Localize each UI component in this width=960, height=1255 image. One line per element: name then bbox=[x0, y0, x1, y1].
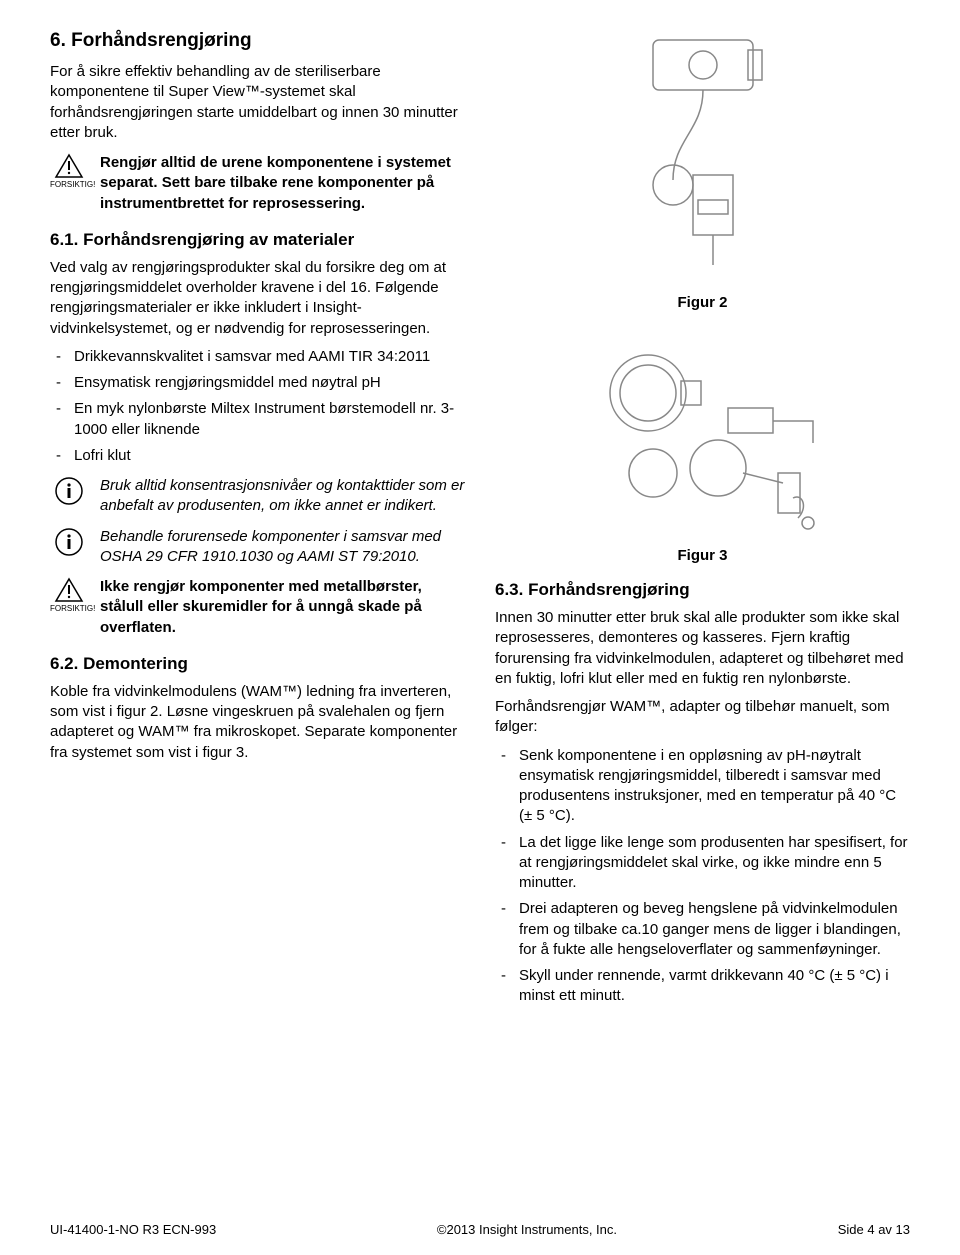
footer-right: Side 4 av 13 bbox=[838, 1222, 910, 1237]
section-6-3-bullets: Senk komponentene i en oppløsning av pH-… bbox=[495, 746, 910, 1007]
list-item: Lofri klut bbox=[74, 446, 465, 466]
device-exploded-icon bbox=[553, 323, 853, 543]
left-column: 6. Forhåndsrengjøring For å sikre effekt… bbox=[50, 30, 465, 1017]
caution-1-text: Rengjør alltid de urene komponentene i s… bbox=[100, 153, 465, 214]
section-6-1-bullets: Drikkevannskvalitet i samsvar med AAMI T… bbox=[50, 347, 465, 466]
right-column: Figur 2 Figur 3 6.3. Forh bbox=[495, 30, 910, 1017]
footer-center: ©2013 Insight Instruments, Inc. bbox=[437, 1222, 617, 1237]
device-illustration-icon bbox=[553, 30, 853, 290]
info-block-2: Behandle forurensede komponenter i samsv… bbox=[50, 527, 465, 568]
caution-2-text: Ikke rengjør komponenter med metallbørst… bbox=[100, 577, 465, 638]
page-footer: UI-41400-1-NO R3 ECN-993 ©2013 Insight I… bbox=[50, 1222, 910, 1237]
figure-2-caption: Figur 2 bbox=[495, 294, 910, 311]
info-1-text: Bruk alltid konsentrasjonsnivåer og kont… bbox=[100, 476, 465, 517]
list-item: Drikkevannskvalitet i samsvar med AAMI T… bbox=[74, 347, 465, 367]
info-icon bbox=[50, 527, 88, 557]
figure-3-caption: Figur 3 bbox=[495, 547, 910, 564]
figure-2-image bbox=[495, 30, 910, 290]
list-item: Skyll under rennende, varmt drikkevann 4… bbox=[519, 966, 910, 1007]
section-number: 6. bbox=[50, 30, 66, 51]
section-6-1-p1: Ved valg av rengjøringsprodukter skal du… bbox=[50, 258, 465, 339]
list-item: Ensymatisk rengjøringsmiddel med nøytral… bbox=[74, 373, 465, 393]
section-6-intro: For å sikre effektiv behandling av de st… bbox=[50, 62, 465, 143]
list-item: La det ligge like lenge som produsenten … bbox=[519, 833, 910, 894]
section-6-3-p1: Innen 30 minutter etter bruk skal alle p… bbox=[495, 608, 910, 689]
info-icon bbox=[50, 476, 88, 506]
footer-left: UI-41400-1-NO R3 ECN-993 bbox=[50, 1222, 216, 1237]
figure-3-image bbox=[495, 323, 910, 543]
section-6-1-heading: 6.1. Forhåndsrengjøring av materialer bbox=[50, 230, 465, 250]
list-item: Drei adapteren og beveg hengslene på vid… bbox=[519, 899, 910, 960]
caution-label: FORSIKTIG! bbox=[50, 180, 88, 189]
caution-block-2: FORSIKTIG! Ikke rengjør komponenter med … bbox=[50, 577, 465, 638]
info-block-1: Bruk alltid konsentrasjonsnivåer og kont… bbox=[50, 476, 465, 517]
caution-block-1: FORSIKTIG! Rengjør alltid de urene kompo… bbox=[50, 153, 465, 214]
list-item: Senk komponentene i en oppløsning av pH-… bbox=[519, 746, 910, 827]
section-6-2-p1: Koble fra vidvinkelmodulens (WAM™) ledni… bbox=[50, 682, 465, 763]
caution-icon: FORSIKTIG! bbox=[50, 577, 88, 613]
caution-icon: FORSIKTIG! bbox=[50, 153, 88, 189]
section-title: Forhåndsrengjøring bbox=[71, 30, 252, 51]
section-6-3-p2: Forhåndsrengjør WAM™, adapter og tilbehø… bbox=[495, 697, 910, 738]
page-columns: 6. Forhåndsrengjøring For å sikre effekt… bbox=[50, 30, 910, 1017]
caution-label: FORSIKTIG! bbox=[50, 604, 88, 613]
info-2-text: Behandle forurensede komponenter i samsv… bbox=[100, 527, 465, 568]
section-6-heading: 6. Forhåndsrengjøring bbox=[50, 30, 465, 52]
section-6-3-heading: 6.3. Forhåndsrengjøring bbox=[495, 580, 910, 600]
section-6-2-heading: 6.2. Demontering bbox=[50, 654, 465, 674]
list-item: En myk nylonbørste Miltex Instrument bør… bbox=[74, 399, 465, 440]
